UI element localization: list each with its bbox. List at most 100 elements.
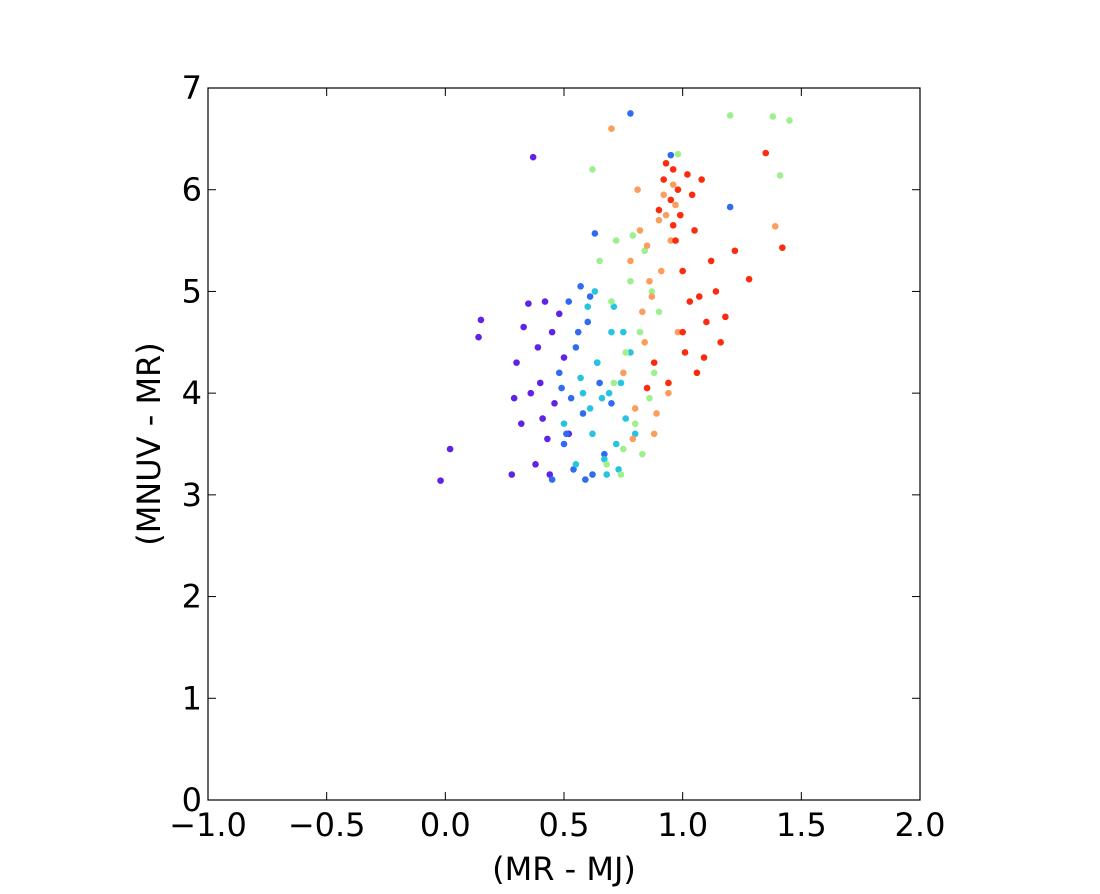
- scatter-point: [674, 150, 682, 158]
- scatter-point: [669, 166, 677, 173]
- scatter-point: [617, 471, 625, 478]
- y-tick-label: 2: [182, 578, 202, 616]
- y-axis-label: (MNUV - MR): [130, 342, 168, 546]
- scatter-point: [608, 125, 615, 132]
- scatter-point: [577, 374, 584, 382]
- scatter-point: [620, 328, 627, 336]
- scatter-point: [586, 293, 594, 300]
- scatter-point: [786, 117, 793, 124]
- scatter-point: [655, 308, 663, 316]
- scatter-point: [717, 338, 724, 346]
- scatter-point: [771, 223, 779, 230]
- scatter-point: [617, 379, 625, 387]
- scatter-point: [641, 338, 648, 346]
- scatter-point: [679, 267, 686, 275]
- scatter-point: [669, 181, 677, 188]
- scatter-point: [536, 379, 544, 387]
- scatter-point: [779, 244, 786, 251]
- scatter-point: [572, 461, 580, 468]
- scatter-point: [650, 369, 658, 377]
- scatter-point: [726, 203, 734, 211]
- scatter-point: [707, 257, 715, 265]
- scatter-point: [672, 237, 679, 244]
- scatter-point: [667, 196, 675, 204]
- y-tick-label: 6: [182, 171, 202, 209]
- scatter-point: [684, 171, 691, 178]
- scatter-point: [608, 400, 615, 407]
- scatter-point: [665, 389, 672, 397]
- scatter-point: [555, 369, 563, 377]
- x-tick-label: 2.0: [895, 806, 946, 844]
- scatter-point: [636, 328, 644, 336]
- scatter-point: [589, 166, 596, 173]
- scatter-point: [612, 237, 620, 244]
- scatter-point: [565, 298, 573, 305]
- scatter-point: [532, 461, 539, 468]
- scatter-point: [776, 172, 784, 179]
- x-axis-label: (MR - MJ): [492, 850, 636, 888]
- scatter-point: [650, 430, 658, 438]
- scatter-point: [539, 415, 546, 422]
- scatter-point: [608, 298, 615, 305]
- scatter-point: [686, 298, 694, 305]
- scatter-point: [544, 435, 551, 443]
- scatter-point: [622, 415, 630, 422]
- scatter-point: [589, 430, 596, 438]
- scatter-point: [541, 298, 549, 305]
- scatter-point: [593, 359, 601, 366]
- scatter-point: [475, 333, 482, 341]
- scatter-point: [629, 232, 637, 239]
- scatter-point: [674, 328, 682, 336]
- scatter-point: [722, 313, 729, 321]
- scatter-point: [646, 277, 653, 285]
- scatter-point: [584, 303, 592, 310]
- scatter-point: [660, 176, 667, 183]
- scatter-point: [672, 201, 679, 209]
- scatter-point: [662, 211, 670, 219]
- scatter-point: [589, 471, 596, 478]
- scatter-point: [762, 149, 770, 157]
- scatter-point: [688, 191, 696, 199]
- y-tick-label: 4: [182, 374, 202, 412]
- scatter-point: [693, 369, 701, 377]
- scatter-point: [560, 420, 568, 427]
- scatter-point: [527, 389, 535, 397]
- scatter-point: [446, 445, 454, 453]
- scatter-point: [513, 359, 520, 366]
- x-tick-label: 1.0: [657, 806, 708, 844]
- scatter-point: [631, 430, 639, 438]
- scatter-point: [563, 430, 570, 438]
- scatter-point: [700, 354, 708, 361]
- scatter-point: [548, 476, 556, 483]
- scatter-point: [517, 420, 525, 427]
- scatter-point: [560, 354, 568, 361]
- scatter-point: [745, 275, 753, 283]
- scatter-point: [605, 389, 613, 397]
- x-tick-label: −0.5: [288, 806, 366, 844]
- scatter-point: [546, 471, 554, 478]
- scatter-point: [548, 328, 556, 336]
- scatter-point: [596, 379, 603, 387]
- scatter-point: [572, 344, 580, 351]
- scatter-point: [591, 230, 599, 237]
- scatter-point: [608, 328, 615, 336]
- scatter-point: [610, 303, 618, 310]
- scatter-point: [579, 389, 587, 397]
- y-tick-label: 1: [182, 679, 202, 717]
- y-tick-label: 5: [182, 272, 202, 310]
- scatter-point: [667, 237, 675, 244]
- scatter-point: [622, 349, 630, 356]
- scatter-point: [641, 247, 648, 255]
- scatter-point: [603, 471, 611, 478]
- scatter-point: [648, 288, 656, 295]
- scatter-point: [674, 186, 682, 194]
- scatter-point: [691, 227, 698, 234]
- scatter-point: [610, 379, 618, 387]
- scatter-point: [634, 186, 641, 194]
- scatter-point: [627, 277, 634, 285]
- scatter-point: [620, 445, 627, 453]
- scatter-point: [698, 176, 705, 183]
- scatter-point: [601, 455, 608, 463]
- scatter-point: [560, 440, 568, 448]
- x-tick-label: 0.0: [420, 806, 471, 844]
